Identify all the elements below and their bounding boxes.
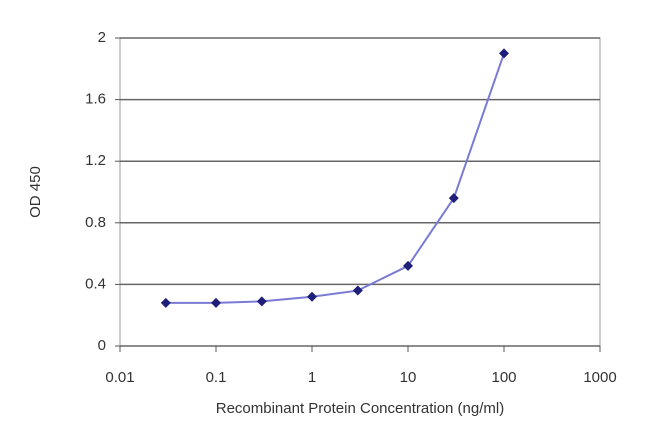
marker: [160, 297, 171, 308]
marker: [307, 291, 317, 302]
plot-area: [119, 37, 601, 347]
marker: [256, 296, 267, 307]
marker: [403, 260, 413, 271]
y-tick-label: 0.8: [85, 214, 106, 231]
y-tick-label: 1.6: [85, 91, 106, 108]
x-axis-label: Recombinant Protein Concentration (ng/ml…: [216, 400, 504, 417]
marker: [499, 48, 509, 59]
x-tick-label: 1000: [583, 369, 616, 386]
x-tick-label: 0.1: [206, 369, 227, 386]
x-tick-label: 0.01: [105, 369, 134, 386]
x-tick-label: 100: [491, 369, 516, 386]
y-axis-label: OD 450: [27, 166, 44, 218]
marker: [448, 193, 459, 204]
y-tick-label: 1.2: [85, 152, 106, 169]
y-tick-label: 0: [98, 337, 106, 354]
y-tick-label: 2: [98, 29, 106, 46]
x-tick-label: 10: [400, 369, 417, 386]
y-tick-label: 0.4: [85, 275, 106, 292]
marker: [211, 297, 221, 308]
marker: [352, 285, 363, 296]
x-tick-label: 1: [308, 369, 316, 386]
line: [165, 53, 505, 304]
